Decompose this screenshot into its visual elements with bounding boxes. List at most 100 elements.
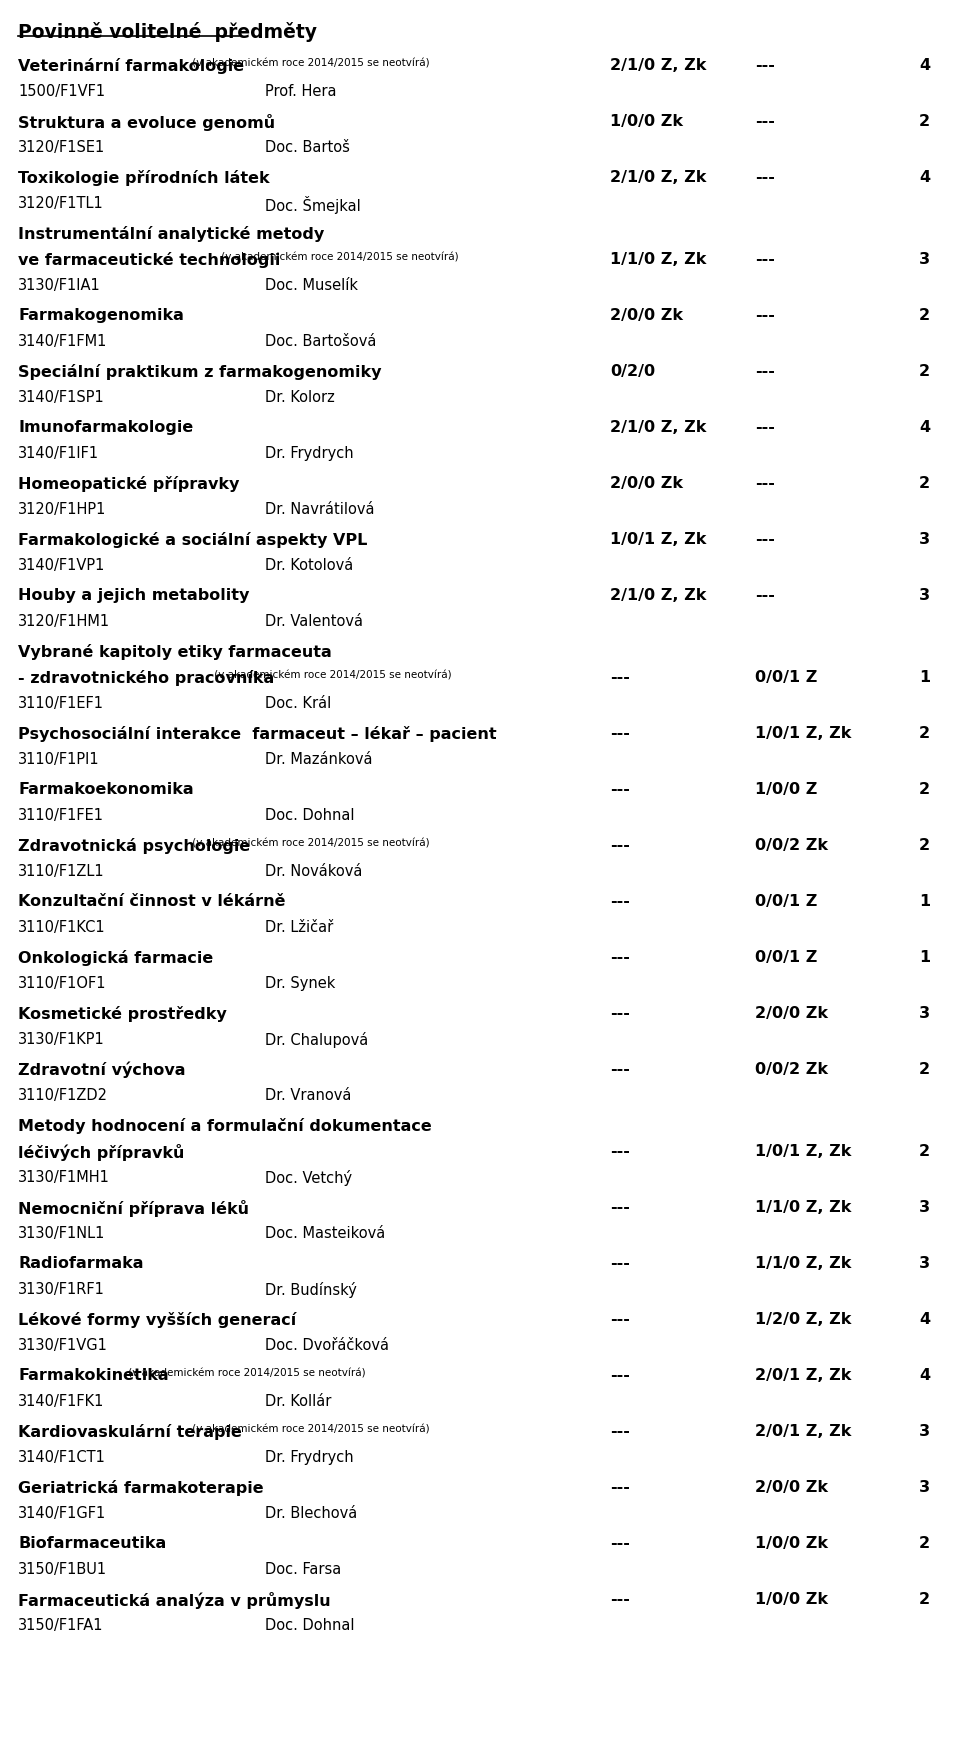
Text: 2: 2 (919, 114, 930, 129)
Text: 3130/F1VG1: 3130/F1VG1 (18, 1338, 108, 1352)
Text: 3140/F1FK1: 3140/F1FK1 (18, 1394, 105, 1410)
Text: 2: 2 (919, 475, 930, 491)
Text: 2: 2 (919, 1592, 930, 1607)
Text: 2: 2 (919, 307, 930, 323)
Text: 4: 4 (919, 169, 930, 185)
Text: 3: 3 (919, 252, 930, 267)
Text: 3110/F1EF1: 3110/F1EF1 (18, 695, 104, 711)
Text: ---: --- (755, 363, 775, 379)
Text: 2: 2 (919, 839, 930, 853)
Text: 2: 2 (919, 1062, 930, 1076)
Text: Radiofarmaka: Radiofarmaka (18, 1256, 143, 1272)
Text: Povinně volitelné  předměty: Povinně volitelné předměty (18, 23, 317, 42)
Text: 3140/F1CT1: 3140/F1CT1 (18, 1450, 106, 1466)
Text: ---: --- (755, 114, 775, 129)
Text: Dr. Kolorz: Dr. Kolorz (265, 390, 335, 405)
Text: Dr. Mazánková: Dr. Mazánková (265, 751, 372, 767)
Text: Veterinární farmakologie: Veterinární farmakologie (18, 58, 244, 73)
Text: Zdravotnická psychologie: Zdravotnická psychologie (18, 839, 251, 854)
Text: ---: --- (610, 894, 630, 908)
Text: 0/0/2 Zk: 0/0/2 Zk (755, 839, 828, 853)
Text: Dr. Vranová: Dr. Vranová (265, 1088, 351, 1102)
Text: 0/0/1 Z: 0/0/1 Z (755, 894, 817, 908)
Text: Lékové formy vyšších generací: Lékové formy vyšších generací (18, 1312, 297, 1328)
Text: 2/0/0 Zk: 2/0/0 Zk (755, 1480, 828, 1495)
Text: Farmaceutická analýza v průmyslu: Farmaceutická analýza v průmyslu (18, 1592, 330, 1609)
Text: 4: 4 (919, 419, 930, 435)
Text: Dr. Blechová: Dr. Blechová (265, 1506, 357, 1522)
Text: Farmakoekonomika: Farmakoekonomika (18, 783, 194, 797)
Text: 3140/F1IF1: 3140/F1IF1 (18, 445, 99, 461)
Text: 3110/F1PI1: 3110/F1PI1 (18, 751, 100, 767)
Text: 3110/F1ZD2: 3110/F1ZD2 (18, 1088, 108, 1102)
Text: Geriatrická farmakoterapie: Geriatrická farmakoterapie (18, 1480, 264, 1495)
Text: Imunofarmakologie: Imunofarmakologie (18, 419, 193, 435)
Text: 2: 2 (919, 1536, 930, 1551)
Text: Dr. Valentová: Dr. Valentová (265, 613, 363, 629)
Text: ---: --- (610, 1144, 630, 1158)
Text: 3120/F1TL1: 3120/F1TL1 (18, 196, 104, 211)
Text: Farmakologické a sociální aspekty VPL: Farmakologické a sociální aspekty VPL (18, 533, 368, 549)
Text: 3110/F1KC1: 3110/F1KC1 (18, 921, 106, 935)
Text: 1/1/0 Z, Zk: 1/1/0 Z, Zk (755, 1256, 852, 1272)
Text: 1/0/1 Z, Zk: 1/0/1 Z, Zk (610, 533, 707, 547)
Text: ---: --- (610, 1062, 630, 1076)
Text: Dr. Lžičař: Dr. Lžičař (265, 921, 333, 935)
Text: 3110/F1ZL1: 3110/F1ZL1 (18, 865, 105, 879)
Text: Dr. Frydrych: Dr. Frydrych (265, 1450, 353, 1466)
Text: 3140/F1VP1: 3140/F1VP1 (18, 557, 106, 573)
Text: 1/1/0 Z, Zk: 1/1/0 Z, Zk (755, 1200, 852, 1214)
Text: 2/0/0 Zk: 2/0/0 Zk (610, 307, 683, 323)
Text: ---: --- (610, 1424, 630, 1440)
Text: ---: --- (610, 1256, 630, 1272)
Text: 1: 1 (919, 950, 930, 964)
Text: 1/0/1 Z, Zk: 1/0/1 Z, Zk (755, 1144, 852, 1158)
Text: ---: --- (610, 950, 630, 964)
Text: ---: --- (755, 58, 775, 73)
Text: ---: --- (610, 1312, 630, 1328)
Text: Dr. Navrátilová: Dr. Navrátilová (265, 501, 374, 517)
Text: Konzultační činnost v lékárně: Konzultační činnost v lékárně (18, 894, 285, 908)
Text: 3110/F1FE1: 3110/F1FE1 (18, 809, 104, 823)
Text: 1/0/0 Zk: 1/0/0 Zk (755, 1536, 828, 1551)
Text: 3120/F1HP1: 3120/F1HP1 (18, 501, 107, 517)
Text: Houby a jejich metabolity: Houby a jejich metabolity (18, 589, 250, 603)
Text: Doc. Vetchý: Doc. Vetchý (265, 1170, 352, 1186)
Text: Doc. Muselík: Doc. Muselík (265, 278, 358, 293)
Text: 3130/F1RF1: 3130/F1RF1 (18, 1282, 105, 1296)
Text: 2: 2 (919, 363, 930, 379)
Text: Dr. Frydrych: Dr. Frydrych (265, 445, 353, 461)
Text: 0/0/1 Z: 0/0/1 Z (755, 671, 817, 685)
Text: 3130/F1KP1: 3130/F1KP1 (18, 1032, 105, 1046)
Text: ---: --- (610, 1592, 630, 1607)
Text: 4: 4 (919, 58, 930, 73)
Text: 3130/F1NL1: 3130/F1NL1 (18, 1226, 106, 1240)
Text: ---: --- (755, 589, 775, 603)
Text: 1/0/0 Z: 1/0/0 Z (755, 783, 817, 797)
Text: Doc. Bartošová: Doc. Bartošová (265, 334, 376, 349)
Text: ---: --- (610, 1200, 630, 1214)
Text: ---: --- (610, 1006, 630, 1020)
Text: ---: --- (755, 252, 775, 267)
Text: 2/0/1 Z, Zk: 2/0/1 Z, Zk (755, 1368, 852, 1384)
Text: 3120/F1SE1: 3120/F1SE1 (18, 140, 106, 155)
Text: 3: 3 (919, 1256, 930, 1272)
Text: Doc. Král: Doc. Král (265, 695, 331, 711)
Text: Doc. Bartoš: Doc. Bartoš (265, 140, 349, 155)
Text: Prof. Hera: Prof. Hera (265, 84, 337, 100)
Text: 4: 4 (919, 1368, 930, 1384)
Text: 3: 3 (919, 533, 930, 547)
Text: ---: --- (610, 727, 630, 741)
Text: Nemocniční příprava léků: Nemocniční příprava léků (18, 1200, 249, 1218)
Text: ---: --- (755, 475, 775, 491)
Text: (v akademickém roce 2014/2015 se neotvírá): (v akademickém roce 2014/2015 se neotvír… (189, 1424, 430, 1434)
Text: ---: --- (610, 1480, 630, 1495)
Text: 3120/F1HM1: 3120/F1HM1 (18, 613, 110, 629)
Text: 0/2/0: 0/2/0 (610, 363, 655, 379)
Text: ---: --- (610, 1536, 630, 1551)
Text: (v akademickém roce 2014/2015 se neotvírá): (v akademickém roce 2014/2015 se neotvír… (189, 58, 430, 68)
Text: 3: 3 (919, 589, 930, 603)
Text: Dr. Kollár: Dr. Kollár (265, 1394, 331, 1410)
Text: Farmakogenomika: Farmakogenomika (18, 307, 184, 323)
Text: Kardiovaskulární terapie: Kardiovaskulární terapie (18, 1424, 242, 1440)
